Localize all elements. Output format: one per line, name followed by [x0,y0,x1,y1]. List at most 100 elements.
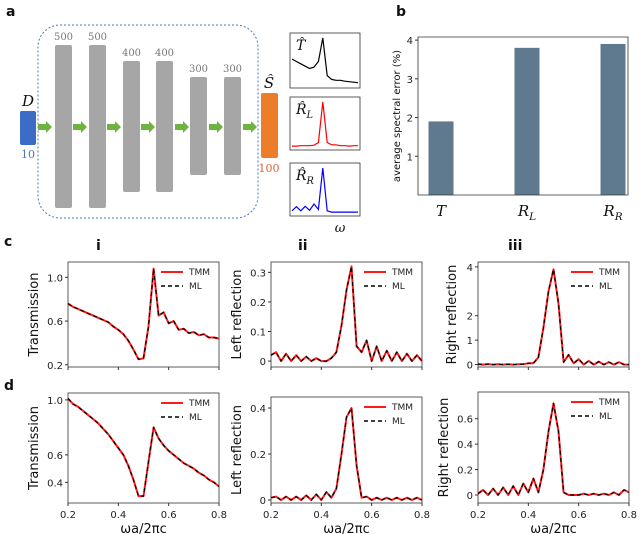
y-tick-label: 0.3 [250,268,266,279]
y-tick-label: 4 [467,263,473,274]
legend-label-tmm: TMM [391,268,413,278]
bar [514,47,540,195]
axes-frame [417,36,629,196]
layer-size: 500 [54,32,73,43]
y-tick-label: 2 [407,114,413,125]
output-label: Ŝ [264,74,274,92]
x-tick-label: 0.6 [161,510,177,521]
x-tick-label: 0.4 [520,510,536,521]
y-tick-label: 1 [407,152,413,163]
network-diagram: D 10 Ŝ 100 500 500 400 400 300 300 ω [20,24,346,236]
series-line-ml [270,265,423,362]
y-tick-label: 0.4 [457,440,473,451]
thumbnail-label: R̂L [295,100,313,121]
x-tick-label: 0.4 [313,510,329,521]
y-tick-label: 0 [467,491,473,502]
x-tick-label: 0.8 [211,510,227,521]
y-tick-label: 4 [407,36,413,47]
output-layer [261,93,278,158]
y-tick-label: 2 [467,312,473,323]
hidden-layer [224,77,241,175]
arrow-icon [175,121,189,133]
y-tick-label: 0.2 [250,298,266,309]
hidden-layer [55,45,72,208]
y-tick-label: 0.2 [457,466,473,477]
y-axis-label: Left reflection [230,270,245,360]
y-axis-label: Left reflection [230,405,245,495]
series-line-tmm [270,265,423,363]
y-tick-label: 0 [260,496,266,507]
y-axis-label: Right reflection [437,398,452,498]
axes-frame [270,396,423,504]
layer-size: 300 [189,64,208,75]
arrow-icon [243,121,257,133]
x-tick-label: RR [602,202,622,223]
plot-d-i: 0.4 0.6 1.0 0.2 0.4 0.6 0.8 ωa/2πc Transmission T… [27,392,227,534]
hidden-layers-frame [37,24,259,219]
x-tick-label: 0.2 [60,510,76,521]
input-size: 10 [21,148,35,161]
thumbnail-frame [289,32,361,89]
layer-size: 300 [223,64,242,75]
y-tick-label: 0.2 [47,361,63,372]
x-tick-label: T [436,202,447,220]
series-line-ml [67,268,220,360]
x-tick-label: 0.8 [414,510,430,521]
x-tick-label: 0.2 [263,510,279,521]
legend-label-ml: ML [599,412,612,422]
hidden-layer [89,45,106,208]
axes-frame [477,261,630,368]
y-axis-label: Right reflection [445,265,460,365]
y-tick-label: 3 [407,75,413,86]
y-tick-label: 0.4 [47,478,63,489]
x-axis-label: ωa/2πc [120,522,166,534]
y-axis-label: average spectral error (%) [392,50,403,182]
x-tick-label: 0.6 [571,510,587,521]
layer-size: 400 [122,48,141,59]
y-tick-label: 0.6 [457,415,473,426]
arrow-icon [209,121,223,133]
y-tick-label: 1 [467,336,473,347]
legend-label-tmm: TMM [188,268,210,278]
hidden-layer [156,61,173,192]
arrow-icon [107,121,121,133]
panel-label-d: d [4,378,14,394]
hidden-layer [123,61,140,192]
legend-label-tmm: TMM [598,398,620,408]
thumbnail-curve [291,167,358,213]
column-label-iii: iii [508,238,522,254]
series-line-ml [477,268,629,366]
legend-label-ml: ML [189,282,202,292]
x-tick-label: 0.2 [470,510,486,521]
thumbnail-label: R̂R [295,166,315,187]
y-tick-label: 1.0 [47,273,63,284]
y-tick-label: 0.6 [47,451,63,462]
arrow-icon [38,121,52,133]
y-tick-label: 0 [260,357,266,368]
panel-label-a: a [6,4,15,20]
series-line-ml [477,402,630,496]
x-tick-label: 0.4 [110,510,126,521]
plot-c-i: 0.2 0.6 1.0 Transmission TMM ML [27,261,220,372]
bar [600,43,626,196]
legend-label-tmm: TMM [391,403,413,413]
y-tick-label: 0.6 [47,317,63,328]
legend-label-ml: ML [599,282,612,292]
y-axis-label: Transmission [27,406,42,491]
thumbnail-frame [289,162,361,217]
x-axis-label: ωa/2πc [323,522,369,534]
x-tick-label: RL [517,202,536,223]
column-label-ii: ii [298,238,308,254]
layer-size: 500 [88,32,107,43]
y-tick-label: 0.2 [250,450,266,461]
legend-label-ml: ML [392,282,405,292]
axes-frame [67,261,220,368]
x-tick-label: 0.6 [364,510,380,521]
axes-frame [67,392,220,504]
series-line-ml [67,398,220,497]
plot-c-iii: 0 1 2 4 Right reflection TMM ML [445,261,630,372]
bar [428,121,454,195]
omega-label: ω [335,221,346,236]
legend-label-ml: ML [189,413,202,423]
